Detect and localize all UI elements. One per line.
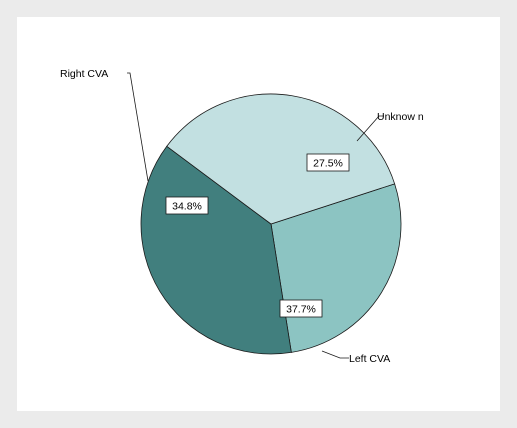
- leader-line: [127, 72, 149, 182]
- percent-label: 34.8%: [172, 201, 202, 213]
- percent-label: 37.7%: [286, 304, 316, 316]
- percent-label: 27.5%: [313, 158, 343, 170]
- leader-lines: [127, 72, 384, 359]
- pie-chart: 27.5% 37.7% 34.8% Unknow n Left CVA Right CV…: [60, 68, 424, 365]
- percent-label-box: [306, 153, 350, 172]
- pie-slice: [166, 93, 396, 225]
- percent-label-box: [279, 299, 323, 318]
- chart-frame: 27.5% 37.7% 34.8% Unknow n Left CVA Right CV…: [17, 17, 500, 411]
- pie-slices: [140, 93, 402, 355]
- leader-line: [356, 115, 384, 142]
- leader-line: [321, 350, 349, 359]
- percent-labels: 27.5% 37.7% 34.8%: [165, 153, 350, 318]
- category-labels: Unknow n Left CVA Right CVA: [60, 68, 424, 365]
- category-label: Unknow n: [377, 111, 424, 123]
- category-label: Right CVA: [60, 68, 108, 80]
- percent-label-box: [165, 196, 209, 215]
- category-label: Left CVA: [349, 353, 390, 365]
